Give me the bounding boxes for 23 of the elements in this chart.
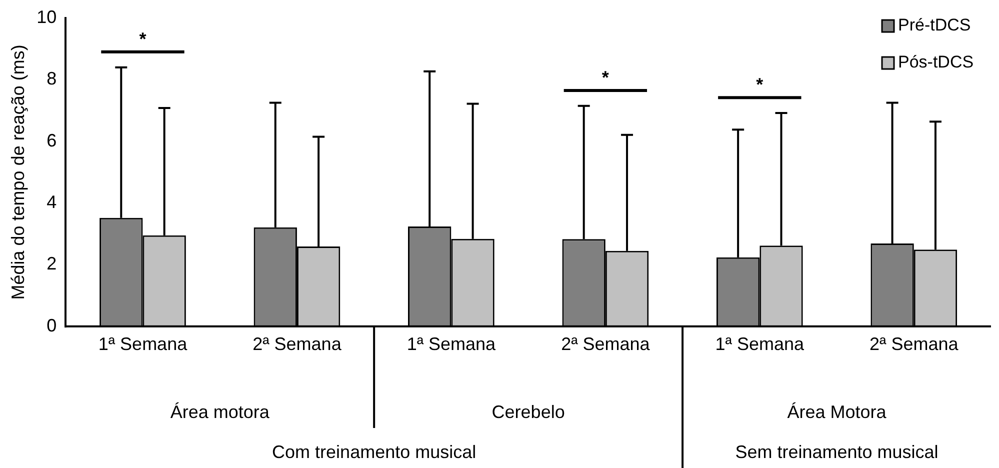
x-tick-label: 2ª Semana [561,334,651,354]
y-axis-title: Média do tempo de reação (ms) [8,44,28,300]
legend-label: Pré-tDCS [898,16,971,35]
text: Com treinamento musical [272,442,476,462]
legend-label: Pós-tDCS [898,52,974,72]
x-tick-label: 2ª Semana [870,334,960,354]
annotation: * [602,67,609,88]
x-tick-label: 1ª Semana [98,334,188,354]
x-tick-label: 2ª Semana [252,334,342,354]
text: Área Motora [787,402,888,422]
annotation: * [139,28,146,49]
y-tick-label: 0 [46,315,57,336]
x-tick-label: 1ª Semana [715,334,805,354]
x-tick-label: 1ª Semana [406,334,497,354]
y-tick-label: 2 [46,254,57,274]
y-tick-label: 6 [46,130,57,150]
y-tick-label: 10 [36,6,57,27]
text: Sem treinamento musical [735,442,938,462]
text: Área motora [170,402,270,422]
y-tick-label: 4 [46,192,57,212]
text: Cerebelo [492,402,565,422]
annotation: * [756,74,764,95]
y-tick-label: 8 [46,68,57,89]
